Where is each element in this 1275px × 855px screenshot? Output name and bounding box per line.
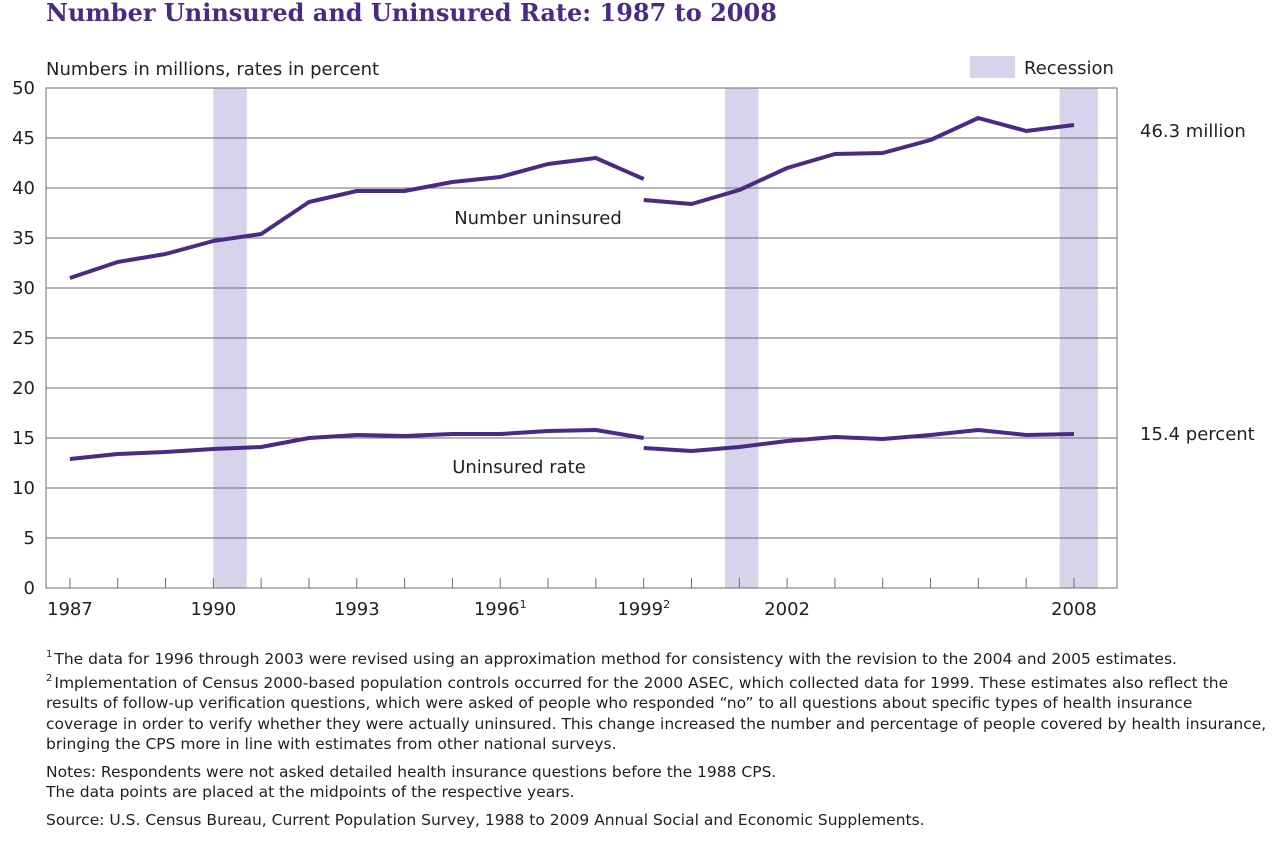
- x-tick-label-2008: 2008: [1051, 599, 1097, 620]
- y-tick-label-45: 45: [12, 128, 35, 149]
- y-tick-label-35: 35: [12, 228, 35, 249]
- series-line-0-segment-1: [643, 116, 1075, 206]
- chart-title: Number Uninsured and Uninsured Rate: 198…: [46, 0, 777, 27]
- x-tick-label-1996: 19961: [474, 598, 527, 620]
- series-line-1-segment-0: [69, 428, 645, 461]
- plot-frame: [45, 87, 1118, 589]
- y-tick-label-15: 15: [12, 428, 35, 449]
- footnote-2-mark: 2: [46, 672, 53, 684]
- footnote-2-text: Implementation of Census 2000-based popu…: [46, 673, 1267, 754]
- x-axis-ticks: 1987 1990 1993 19961 19992 2002 2008: [47, 578, 1097, 620]
- source-line: Source: U.S. Census Bureau, Current Popu…: [46, 810, 925, 829]
- footnote-1-mark: 1: [46, 649, 53, 660]
- y-tick-label-10: 10: [12, 478, 35, 499]
- notes-line-2: The data points are placed at the midpoi…: [46, 783, 575, 802]
- x-tick-label-1987: 1987: [47, 599, 93, 620]
- x-tick-year: 2002: [764, 599, 810, 620]
- y-tick-label-50: 50: [12, 78, 35, 99]
- series-lines: [69, 116, 1075, 461]
- x-tick-label-1990: 1990: [190, 599, 236, 620]
- footnote-1: 1 The data for 1996 through 2003 were rev…: [46, 646, 1268, 670]
- x-tick-footnote-mark: 2: [663, 598, 670, 611]
- y-axis-label: Numbers in millions, rates in percent: [46, 59, 379, 80]
- notes-line-1: Notes: Respondents were not asked detail…: [46, 762, 777, 781]
- x-tick-label-1993: 1993: [334, 599, 380, 620]
- series-label-uninsured-rate: Uninsured rate: [452, 457, 586, 478]
- end-label-uninsured-rate: 15.4 percent: [1140, 424, 1255, 445]
- series-line-0-segment-0: [69, 156, 645, 280]
- series-line-1-segment-1: [643, 428, 1075, 453]
- series-label-number-uninsured: Number uninsured: [454, 208, 622, 229]
- footnote-1-text: The data for 1996 through 2003 were revi…: [54, 650, 1177, 669]
- legend: Recession: [970, 56, 1114, 79]
- grid-lines: [46, 137, 1117, 539]
- footnotes: 1 The data for 1996 through 2003 were rev…: [46, 646, 1268, 830]
- x-tick-label-2002: 2002: [764, 599, 810, 620]
- y-tick-label-25: 25: [12, 328, 35, 349]
- x-tick-label-1999: 19992: [617, 598, 670, 620]
- legend-swatch: [970, 56, 1015, 78]
- x-tick-year: 1996: [474, 599, 520, 620]
- y-tick-label-30: 30: [12, 278, 35, 299]
- x-tick-footnote-mark: 1: [520, 598, 527, 611]
- y-tick-label-40: 40: [12, 178, 35, 199]
- x-tick-year: 1990: [190, 599, 236, 620]
- legend-label: Recession: [1024, 58, 1114, 79]
- x-tick-year: 1993: [334, 599, 380, 620]
- x-tick-year: 2008: [1051, 599, 1097, 620]
- end-label-number-uninsured: 46.3 million: [1140, 121, 1246, 142]
- y-axis-ticks: 0 5 10 15 20 25 30 35 40 45 50: [12, 78, 35, 599]
- footnote-2: 2 Implementation of Census 2000-based pop…: [46, 670, 1268, 755]
- y-tick-label-20: 20: [12, 378, 35, 399]
- y-tick-label-0: 0: [24, 578, 35, 599]
- x-tick-year: 1987: [47, 599, 93, 620]
- x-tick-year: 1999: [617, 599, 663, 620]
- y-tick-label-5: 5: [24, 528, 35, 549]
